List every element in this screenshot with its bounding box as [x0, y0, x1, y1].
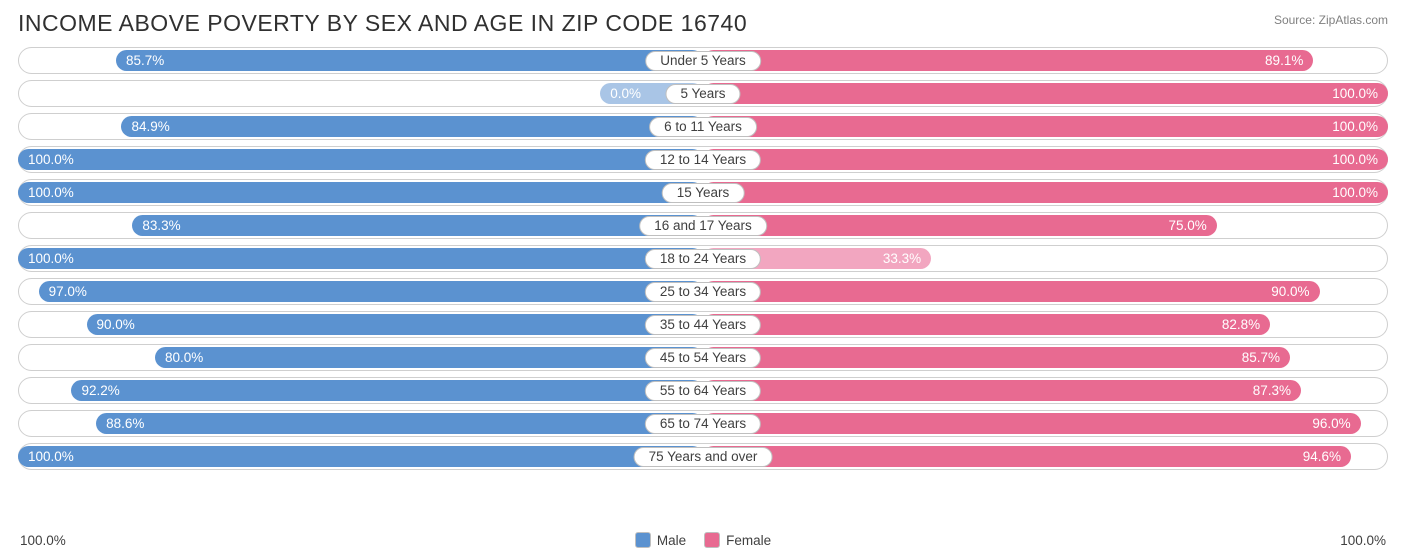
legend-male-swatch: [635, 532, 651, 548]
male-value-label: 100.0%: [18, 185, 84, 200]
female-value-label: 75.0%: [1158, 218, 1216, 233]
male-value-label: 100.0%: [18, 449, 84, 464]
axis-left-label: 100.0%: [20, 533, 66, 548]
category-label: 55 to 64 Years: [645, 381, 761, 401]
female-bar: 75.0%: [703, 215, 1217, 236]
female-value-label: 87.3%: [1243, 383, 1301, 398]
category-label: 35 to 44 Years: [645, 315, 761, 335]
female-value-label: 90.0%: [1261, 284, 1319, 299]
male-bar: 84.9%: [121, 116, 703, 137]
female-value-label: 85.7%: [1232, 350, 1290, 365]
category-label: 45 to 54 Years: [645, 348, 761, 368]
male-value-label: 85.7%: [116, 53, 174, 68]
male-bar: 83.3%: [132, 215, 703, 236]
legend: Male Female: [635, 532, 771, 548]
female-value-label: 100.0%: [1322, 185, 1388, 200]
chart-area: 85.7% 89.1% Under 5 Years 0.0% 100.0% 5 Years…: [18, 47, 1388, 523]
category-label: 25 to 34 Years: [645, 282, 761, 302]
category-label: Under 5 Years: [645, 51, 761, 71]
male-bar: 100.0%: [18, 248, 703, 269]
legend-female-label: Female: [726, 533, 771, 548]
chart-row: 88.6% 96.0% 65 to 74 Years: [18, 410, 1388, 437]
male-value-label: 100.0%: [18, 251, 84, 266]
female-bar: 100.0%: [703, 149, 1388, 170]
category-label: 15 Years: [662, 183, 745, 203]
female-bar: 85.7%: [703, 347, 1290, 368]
chart-row: 100.0% 94.6% 75 Years and over: [18, 443, 1388, 470]
chart-row: 100.0% 100.0% 15 Years: [18, 179, 1388, 206]
male-bar: 100.0%: [18, 182, 703, 203]
male-value-label: 92.2%: [71, 383, 129, 398]
male-value-label: 88.6%: [96, 416, 154, 431]
female-value-label: 100.0%: [1322, 152, 1388, 167]
legend-male-label: Male: [657, 533, 686, 548]
male-bar: 88.6%: [96, 413, 703, 434]
female-bar: 96.0%: [703, 413, 1361, 434]
female-value-label: 100.0%: [1322, 119, 1388, 134]
chart-row: 100.0% 100.0% 12 to 14 Years: [18, 146, 1388, 173]
legend-male: Male: [635, 532, 686, 548]
category-label: 65 to 74 Years: [645, 414, 761, 434]
female-value-label: 96.0%: [1302, 416, 1360, 431]
male-value-label: 100.0%: [18, 152, 84, 167]
female-value-label: 33.3%: [873, 251, 931, 266]
chart-footer: 100.0% Male Female 100.0%: [18, 529, 1388, 551]
female-bar: 89.1%: [703, 50, 1313, 71]
legend-female: Female: [704, 532, 771, 548]
male-value-label: 90.0%: [87, 317, 145, 332]
chart-row: 97.0% 90.0% 25 to 34 Years: [18, 278, 1388, 305]
male-value-label: 97.0%: [39, 284, 97, 299]
female-bar: 100.0%: [703, 83, 1388, 104]
chart-row: 80.0% 85.7% 45 to 54 Years: [18, 344, 1388, 371]
male-bar: 85.7%: [116, 50, 703, 71]
category-label: 75 Years and over: [634, 447, 773, 467]
female-bar: 90.0%: [703, 281, 1320, 302]
chart-container: INCOME ABOVE POVERTY BY SEX AND AGE IN Z…: [0, 0, 1406, 559]
chart-row: 83.3% 75.0% 16 and 17 Years: [18, 212, 1388, 239]
male-value-label: 0.0%: [600, 86, 651, 101]
chart-row: 92.2% 87.3% 55 to 64 Years: [18, 377, 1388, 404]
chart-row: 0.0% 100.0% 5 Years: [18, 80, 1388, 107]
female-value-label: 89.1%: [1255, 53, 1313, 68]
female-value-label: 100.0%: [1322, 86, 1388, 101]
male-bar: 80.0%: [155, 347, 703, 368]
male-bar: 90.0%: [87, 314, 704, 335]
female-value-label: 94.6%: [1293, 449, 1351, 464]
category-label: 5 Years: [665, 84, 740, 104]
axis-right-label: 100.0%: [1340, 533, 1386, 548]
male-value-label: 83.3%: [132, 218, 190, 233]
chart-row: 90.0% 82.8% 35 to 44 Years: [18, 311, 1388, 338]
category-label: 12 to 14 Years: [645, 150, 761, 170]
female-bar: 87.3%: [703, 380, 1301, 401]
female-bar: 100.0%: [703, 182, 1388, 203]
chart-row: 100.0% 33.3% 18 to 24 Years: [18, 245, 1388, 272]
chart-row: 85.7% 89.1% Under 5 Years: [18, 47, 1388, 74]
chart-row: 84.9% 100.0% 6 to 11 Years: [18, 113, 1388, 140]
category-label: 16 and 17 Years: [639, 216, 767, 236]
category-label: 6 to 11 Years: [649, 117, 757, 137]
male-value-label: 84.9%: [121, 119, 179, 134]
male-value-label: 80.0%: [155, 350, 213, 365]
female-bar: 100.0%: [703, 116, 1388, 137]
source-label: Source: ZipAtlas.com: [1274, 13, 1388, 27]
chart-title: INCOME ABOVE POVERTY BY SEX AND AGE IN Z…: [18, 10, 747, 37]
male-bar: 97.0%: [39, 281, 703, 302]
male-bar: 100.0%: [18, 446, 703, 467]
legend-female-swatch: [704, 532, 720, 548]
header: INCOME ABOVE POVERTY BY SEX AND AGE IN Z…: [18, 10, 1388, 37]
female-bar: 94.6%: [703, 446, 1351, 467]
female-value-label: 82.8%: [1212, 317, 1270, 332]
male-bar: 92.2%: [71, 380, 703, 401]
category-label: 18 to 24 Years: [645, 249, 761, 269]
male-bar: 100.0%: [18, 149, 703, 170]
female-bar: 82.8%: [703, 314, 1270, 335]
